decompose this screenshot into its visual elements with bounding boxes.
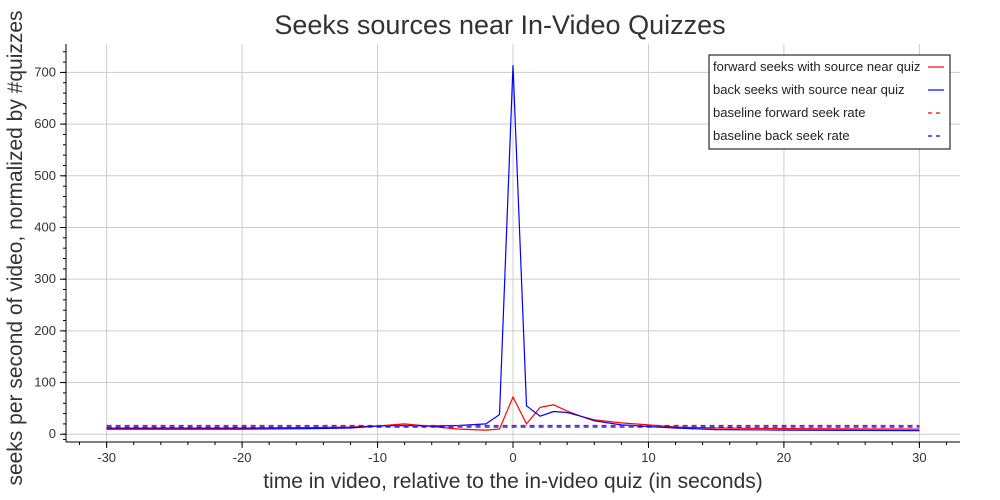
x-tick-label: -10 — [368, 450, 387, 465]
y-tick-label: 0 — [49, 426, 56, 441]
legend-label: baseline back seek rate — [713, 128, 850, 143]
x-tick-label: 20 — [777, 450, 791, 465]
x-axis-label: time in video, relative to the in-video … — [263, 470, 763, 493]
x-tick-label: 0 — [509, 450, 516, 465]
y-tick-label: 400 — [34, 219, 56, 234]
chart-title: Seeks sources near In-Video Quizzes — [274, 10, 725, 40]
axes: 0 100 200 300 400 500 600 700 -30 -20 -10 0 10 20 30 — [34, 44, 960, 465]
series-group — [106, 65, 920, 432]
x-tick-label: 10 — [641, 450, 655, 465]
y-tick-label: 100 — [34, 375, 56, 390]
y-tick-label: 300 — [34, 271, 56, 286]
y-tick-label: 700 — [34, 64, 56, 79]
x-tick-label: -20 — [233, 450, 252, 465]
y-tick-label: 500 — [34, 168, 56, 183]
legend-label: back seeks with source near quiz — [713, 82, 904, 97]
y-tick-label: 200 — [34, 323, 56, 338]
x-tick-label: -30 — [97, 450, 116, 465]
legend-label: baseline forward seek rate — [713, 105, 865, 120]
legend-label: forward seeks with source near quiz — [713, 59, 920, 74]
y-tick-label: 600 — [34, 116, 56, 131]
legend: forward seeks with source near quiz back … — [708, 54, 951, 150]
x-tick-label: 30 — [912, 450, 926, 465]
legend-box — [708, 54, 951, 150]
y-axis-label: seeks per second of video, normalized by… — [4, 10, 27, 485]
